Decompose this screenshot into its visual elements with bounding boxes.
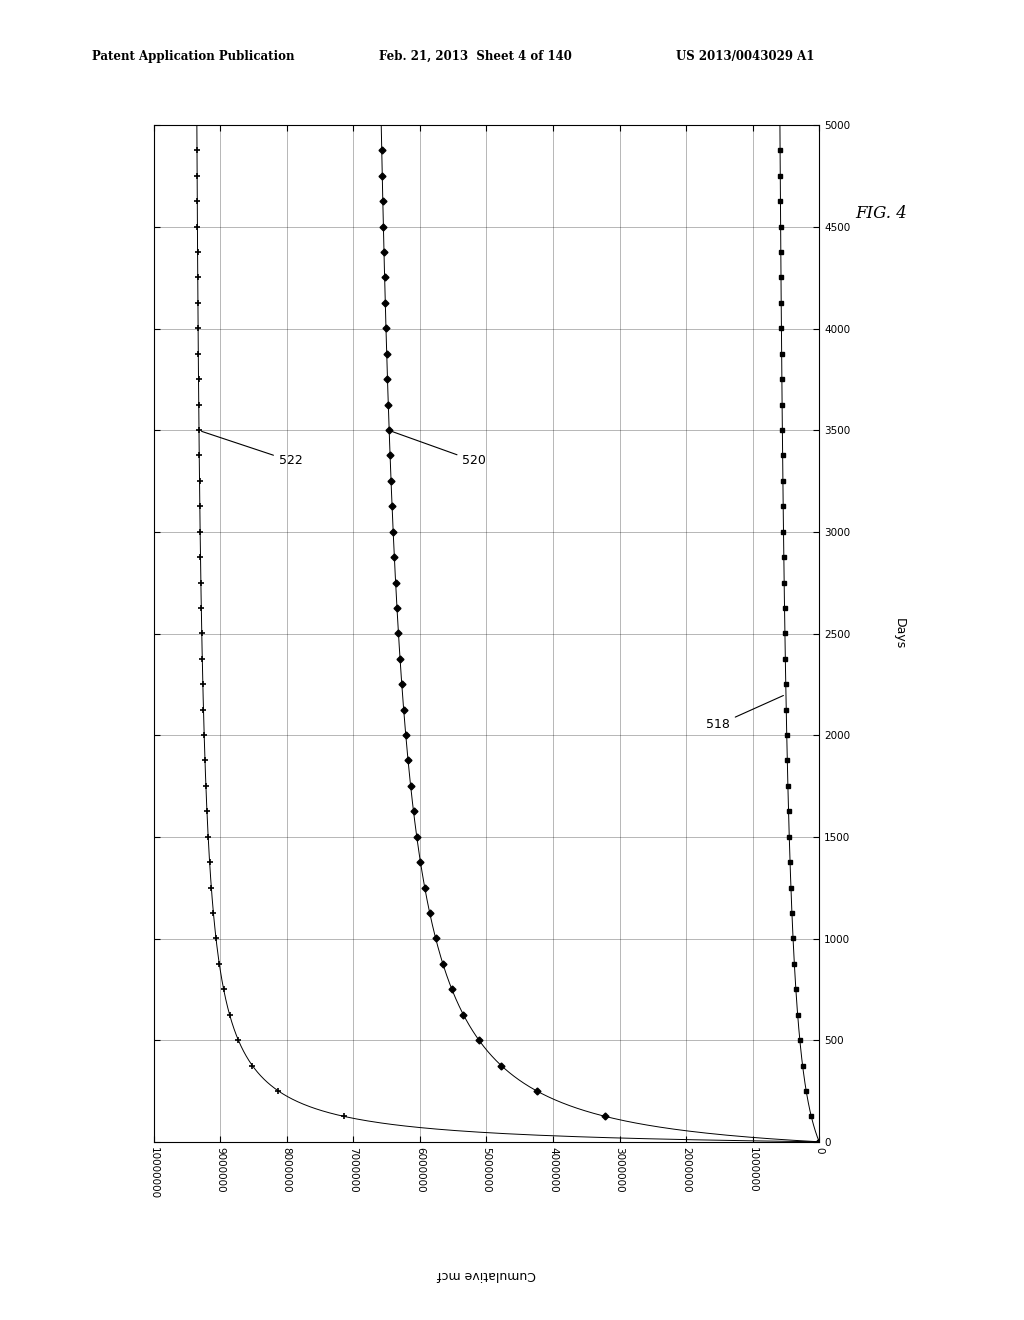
Y-axis label: Days: Days bbox=[893, 618, 906, 649]
Text: Patent Application Publication: Patent Application Publication bbox=[92, 50, 295, 63]
Text: Feb. 21, 2013  Sheet 4 of 140: Feb. 21, 2013 Sheet 4 of 140 bbox=[379, 50, 571, 63]
Text: 520: 520 bbox=[392, 432, 486, 467]
Text: US 2013/0043029 A1: US 2013/0043029 A1 bbox=[676, 50, 814, 63]
Text: 518: 518 bbox=[707, 696, 783, 731]
X-axis label: Cumulative mcf: Cumulative mcf bbox=[437, 1269, 536, 1282]
Text: 522: 522 bbox=[202, 432, 303, 467]
Text: FIG. 4: FIG. 4 bbox=[855, 205, 907, 222]
